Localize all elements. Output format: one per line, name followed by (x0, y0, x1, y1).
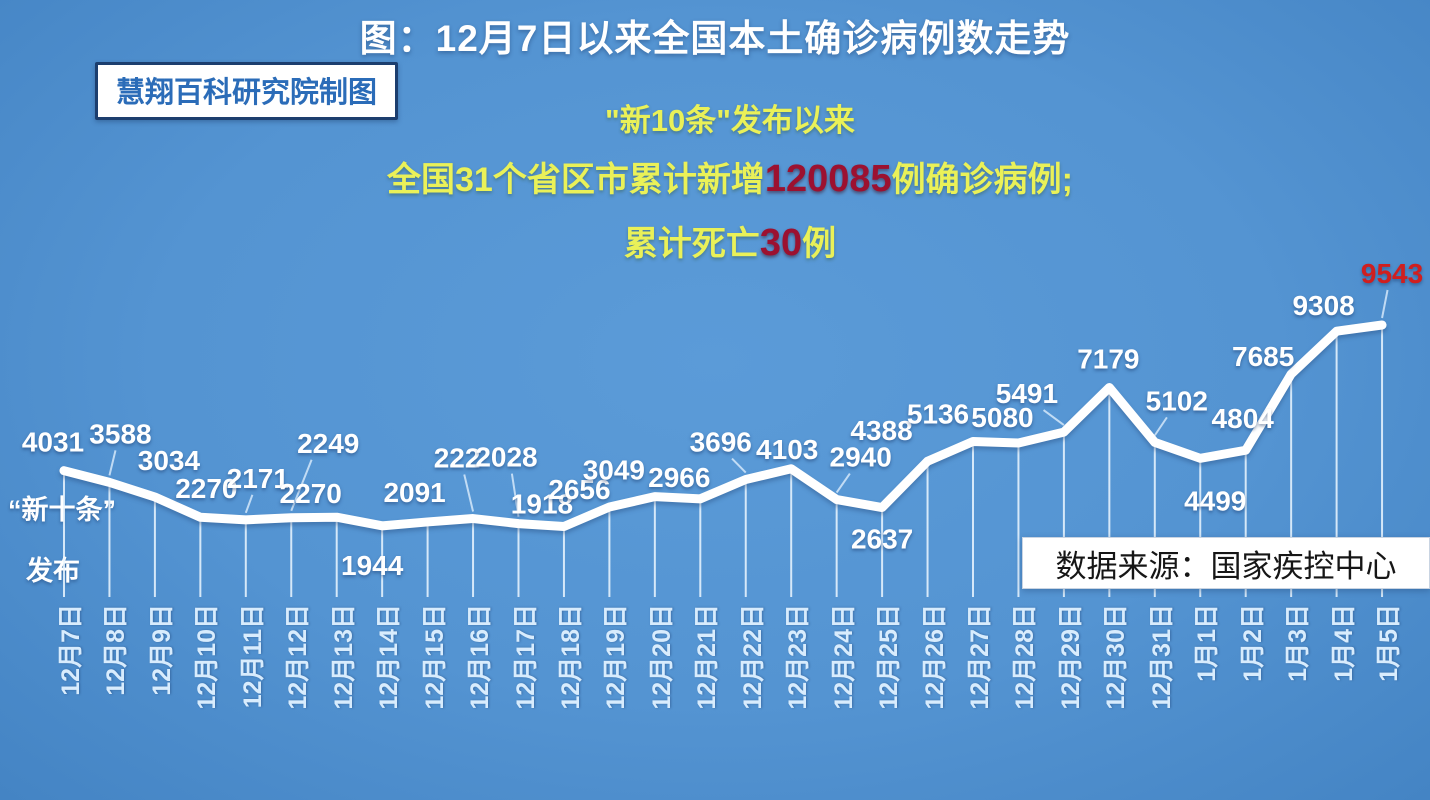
point-value-label: 2637 (851, 524, 913, 555)
summary-line3-suffix: 例 (802, 225, 837, 263)
summary-line3-text: 累计死亡 (623, 225, 760, 263)
point-value-label: 2270 (280, 478, 342, 509)
point-value-label: 2028 (475, 442, 537, 473)
label-leader-line (290, 459, 313, 512)
summary-line1: "新10条"发布以来 (605, 103, 855, 138)
point-value-label: 5080 (971, 402, 1033, 433)
point-value-label: 4103 (756, 434, 818, 465)
summary-line3: 累计死亡30例 (300, 224, 1160, 262)
page-title: 图：12月7日以来全国本土确诊病例数走势 (359, 18, 1071, 59)
point-value-label: 1944 (341, 550, 404, 581)
summary-line2-suffix: 例确诊病例; (891, 161, 1073, 199)
point-value-label: 4031 (22, 427, 84, 458)
cumulative-deaths-number: 30 (759, 222, 803, 264)
point-value-label: 2656 (548, 474, 610, 505)
annotation-line2: 发布 (26, 556, 80, 586)
label-leader-line (244, 494, 254, 514)
label-leader-line (1042, 409, 1065, 426)
summary-block: "新10条"发布以来 全国31个省区市累计新增120085例确诊病例; 累计死亡… (300, 105, 1160, 262)
annotation-line1: “新十条” (8, 495, 116, 525)
point-value-label: 2966 (648, 462, 710, 493)
point-value-label: 2270 (175, 473, 237, 504)
point-value-label: 5491 (996, 378, 1058, 409)
point-value-label: 7685 (1232, 341, 1294, 372)
point-value-label: 7179 (1077, 343, 1139, 374)
label-leader-line (835, 472, 851, 494)
point-value-label: 4388 (850, 415, 912, 446)
label-leader-line (731, 457, 747, 474)
point-value-label: 2171 (227, 463, 289, 494)
credit-badge: 慧翔百科研究院制图 (95, 62, 399, 120)
new-ten-measures-annotation: “新十条” 发布 (8, 488, 116, 588)
label-leader-line (510, 473, 520, 517)
point-value-label: 5136 (907, 398, 969, 429)
point-value-label: 4499 (1184, 485, 1246, 516)
label-leader-line (1381, 289, 1389, 319)
point-value-label: 1918 (511, 489, 573, 520)
cumulative-cases-number: 120085 (764, 158, 892, 200)
trend-polyline (59, 320, 1387, 532)
point-value-label: 222 (434, 443, 481, 474)
label-leader-line (108, 450, 117, 476)
point-value-label: 9308 (1292, 290, 1354, 321)
point-value-label: 3696 (690, 427, 752, 458)
point-value-label: 3034 (138, 445, 201, 476)
point-value-label: 5102 (1146, 385, 1208, 416)
summary-line2: 全国31个省区市累计新增120085例确诊病例; (300, 160, 1160, 198)
data-source-box: 数据来源：国家疾控中心 (1022, 537, 1430, 589)
point-value-label: 2091 (383, 477, 445, 508)
point-value-label: 9543 (1361, 258, 1423, 289)
summary-line2-text: 全国31个省区市累计新增 (387, 161, 765, 199)
point-value-label: 4804 (1212, 403, 1275, 434)
point-value-label: 2940 (830, 442, 892, 473)
label-leader-line (463, 474, 475, 512)
point-value-label: 3588 (89, 418, 151, 449)
label-leader-line (1153, 416, 1168, 436)
point-value-label: 2249 (297, 428, 359, 459)
point-value-label: 3049 (583, 455, 645, 486)
